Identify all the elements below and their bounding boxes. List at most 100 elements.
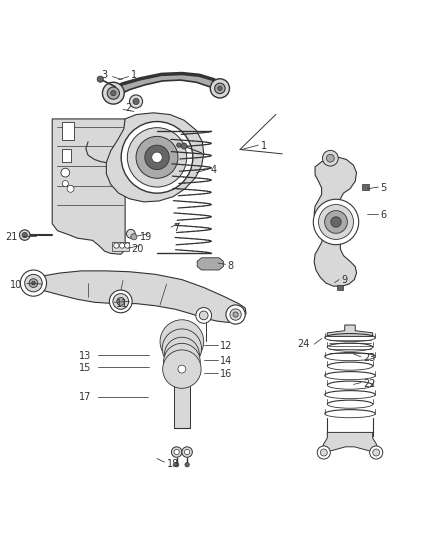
Circle shape [370,446,383,459]
Text: 10: 10 [11,280,22,290]
Circle shape [67,185,74,192]
Circle shape [62,181,68,187]
Text: 2: 2 [125,103,131,114]
Polygon shape [197,258,223,270]
Text: 8: 8 [228,261,234,271]
Polygon shape [161,74,182,81]
Circle shape [331,217,341,227]
Circle shape [162,329,201,368]
Circle shape [152,152,162,163]
Circle shape [178,351,185,358]
Circle shape [320,449,327,456]
Circle shape [127,229,135,238]
Circle shape [215,83,225,94]
Text: 14: 14 [220,356,232,366]
Polygon shape [141,75,162,85]
Polygon shape [52,119,125,254]
Text: 11: 11 [117,298,129,309]
Text: 15: 15 [79,363,92,373]
Circle shape [326,154,334,162]
Text: 6: 6 [381,210,387,220]
Circle shape [226,305,245,324]
Circle shape [230,309,241,320]
Circle shape [164,337,199,372]
Circle shape [185,463,189,467]
Circle shape [178,345,186,352]
Bar [362,183,369,190]
Circle shape [117,297,125,305]
Text: 1: 1 [261,141,267,151]
Polygon shape [180,74,199,82]
Text: 4: 4 [210,165,216,175]
Circle shape [32,281,35,285]
Text: 21: 21 [5,232,18,242]
Text: 1: 1 [131,70,137,80]
Circle shape [111,91,116,96]
Circle shape [184,449,190,455]
Circle shape [61,168,70,177]
Polygon shape [196,75,214,87]
Circle shape [97,76,103,82]
Circle shape [177,143,181,147]
Text: 13: 13 [79,351,92,360]
Circle shape [19,230,30,240]
Polygon shape [314,157,357,286]
Circle shape [218,86,222,91]
Circle shape [29,279,38,287]
Circle shape [160,320,204,364]
Circle shape [127,128,187,187]
Text: 16: 16 [220,369,232,379]
Text: 3: 3 [101,70,107,80]
Circle shape [22,232,27,238]
Circle shape [162,350,201,389]
Circle shape [163,343,200,380]
Circle shape [313,199,359,245]
Text: 12: 12 [220,341,232,351]
Circle shape [174,449,179,455]
Text: 19: 19 [140,232,152,242]
Circle shape [325,211,347,233]
Polygon shape [321,432,379,454]
Circle shape [136,136,178,179]
Polygon shape [106,113,204,202]
Circle shape [178,358,186,366]
Bar [112,243,130,251]
Polygon shape [122,79,145,90]
Circle shape [178,365,186,373]
Bar [62,149,71,161]
Bar [178,342,185,374]
Bar [174,374,190,428]
Circle shape [130,95,143,108]
Circle shape [120,243,125,248]
Circle shape [131,234,137,240]
Circle shape [113,294,129,309]
Text: 20: 20 [131,244,143,254]
Text: 22: 22 [363,378,375,389]
Circle shape [181,143,187,149]
Text: 23: 23 [363,353,375,363]
Circle shape [317,446,330,459]
Circle shape [133,99,139,104]
Circle shape [107,87,120,99]
Polygon shape [209,79,223,91]
Circle shape [125,243,130,248]
Bar [62,123,74,140]
Text: 9: 9 [341,276,347,286]
Circle shape [233,312,238,317]
Circle shape [145,145,169,169]
Text: 18: 18 [166,459,179,469]
Circle shape [182,447,192,457]
Circle shape [121,122,193,193]
Text: 24: 24 [297,339,310,349]
Polygon shape [30,271,246,322]
Circle shape [110,290,132,313]
Circle shape [171,447,182,457]
Circle shape [25,274,42,292]
Circle shape [177,337,186,346]
Bar [337,285,343,290]
Circle shape [373,449,380,456]
Circle shape [210,79,230,98]
Circle shape [102,82,124,104]
Circle shape [174,463,179,467]
Polygon shape [112,84,130,95]
